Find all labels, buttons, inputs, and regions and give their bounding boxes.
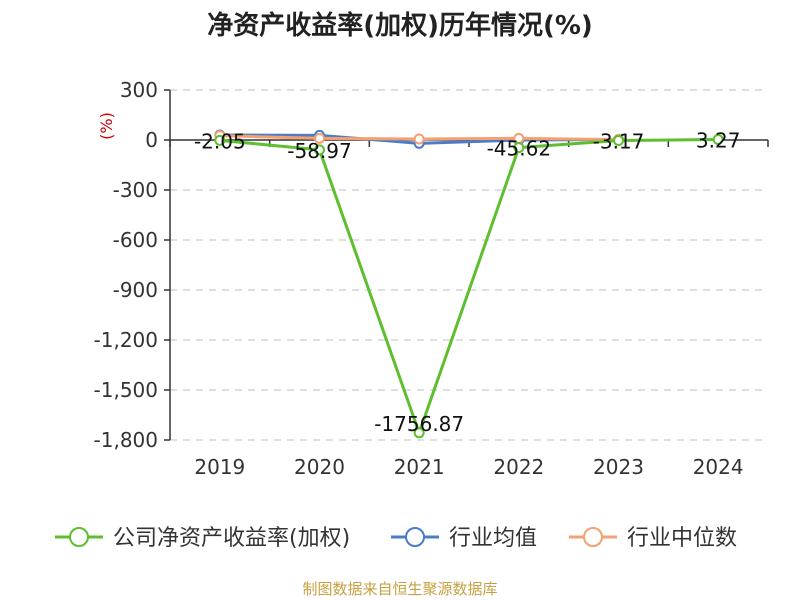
series-layer	[214, 129, 724, 439]
series-point	[413, 133, 425, 145]
series-point	[314, 144, 325, 156]
y-tick-labels: 300 0 -300 -600 -900 -1,200 -1,500 -1,800	[94, 78, 158, 452]
chart-title: 净资产收益率(加权)历年情况(%)	[207, 10, 593, 41]
legend-marker	[583, 527, 603, 547]
x-tick-label: 2023	[593, 455, 644, 479]
x-tick-label: 2024	[693, 455, 744, 479]
data-label: -1756.87	[374, 412, 464, 436]
legend-marker	[405, 527, 425, 547]
legend-label: 行业均值	[449, 526, 537, 551]
y-tick-label: -300	[113, 178, 158, 202]
legend-label: 行业中位数	[627, 526, 737, 551]
data-labels: -2.05 -58.97 -1756.87 -45.62 -3.17 3.27	[194, 128, 740, 435]
series-line	[219, 137, 719, 435]
y-tick-label: 300	[120, 78, 158, 102]
x-tick-labels: 2019 2020 2021 2022 2023 2024	[194, 455, 743, 479]
data-label: -3.17	[593, 130, 645, 154]
data-label: -45.62	[487, 137, 551, 161]
legend-marker	[69, 527, 89, 547]
data-label: 3.27	[696, 128, 741, 152]
y-tick-label: -600	[113, 228, 158, 252]
data-label: -2.05	[194, 129, 246, 153]
y-tick-label: -1,500	[94, 378, 158, 402]
series-point	[413, 427, 425, 439]
series-point	[613, 135, 624, 147]
series-point	[214, 134, 226, 146]
x-tick-label: 2019	[194, 455, 245, 479]
x-tick-label: 2022	[493, 455, 544, 479]
legend-label: 公司净资产收益率(加权)	[113, 526, 350, 551]
source-note: 制图数据来自恒生聚源数据库	[302, 580, 497, 598]
data-label: -58.97	[287, 139, 351, 163]
y-tick-label: -1,800	[94, 428, 158, 452]
series-point	[712, 133, 724, 145]
legend: 公司净资产收益率(加权) 行业均值 行业中位数	[55, 526, 737, 551]
y-tick-label: -900	[113, 278, 158, 302]
y-tick-label: -1,200	[94, 328, 158, 352]
series-point	[314, 132, 325, 144]
x-tick-label: 2020	[294, 455, 345, 479]
series-point	[513, 142, 525, 154]
y-axis-unit-label: (%)	[97, 112, 116, 140]
x-tick-label: 2021	[394, 455, 445, 479]
y-tick-label: 0	[145, 128, 158, 152]
